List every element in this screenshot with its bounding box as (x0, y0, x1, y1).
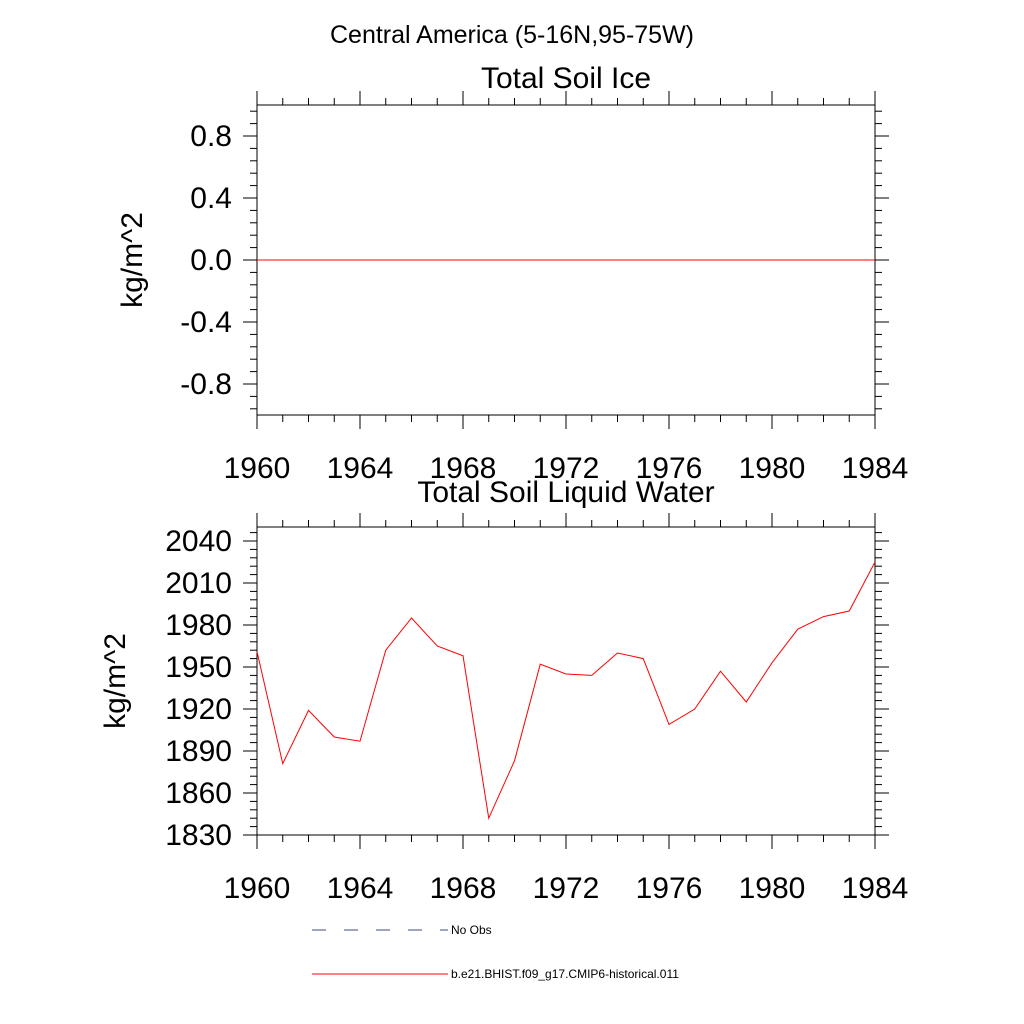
x-tick-label: 1960 (224, 452, 291, 485)
y-tick-label: 1860 (165, 777, 232, 810)
y-tick-label: 0.8 (190, 120, 232, 153)
x-tick-label: 1972 (533, 452, 600, 485)
x-tick-label: 1980 (739, 452, 806, 485)
y-axis-label: kg/m^2 (116, 212, 149, 308)
chart-panel-total-soil-liquid-water: Total Soil Liquid Water kg/m^2 1960 1964 196… (99, 476, 908, 905)
y-tick-label: 1890 (165, 735, 232, 768)
y-tick-label: -0.8 (180, 368, 232, 401)
x-tick-label: 1984 (842, 452, 909, 485)
legend-label-no-obs: No Obs (451, 923, 492, 937)
chart-title: Total Soil Liquid Water (417, 476, 714, 509)
x-tick-label: 1964 (327, 452, 394, 485)
x-tick-label: 1960 (224, 872, 291, 905)
y-tick-label: 0.4 (190, 182, 232, 215)
legend: No Obs b.e21.BHIST.f09_g17.CMIP6-histori… (312, 923, 679, 981)
y-tick-label: 1920 (165, 693, 232, 726)
y-tick-label: 2040 (165, 525, 232, 558)
x-tick-label: 1976 (636, 872, 703, 905)
x-tick-label: 1968 (430, 872, 497, 905)
x-tick-label: 1984 (842, 872, 909, 905)
chart-title: Total Soil Ice (481, 62, 651, 95)
y-tick-label: 1950 (165, 651, 232, 684)
x-tick-label: 1968 (430, 452, 497, 485)
y-tick-label: 1980 (165, 609, 232, 642)
y-tick-label: 2010 (165, 567, 232, 600)
x-tick-label: 1976 (636, 452, 703, 485)
plot-frame (256, 526, 876, 836)
y-axis-label: kg/m^2 (99, 633, 132, 729)
legend-label-model: b.e21.BHIST.f09_g17.CMIP6-historical.011 (451, 967, 679, 981)
y-tick-label: 0.0 (190, 244, 232, 277)
y-tick-label: 1830 (165, 819, 232, 852)
series-line (256, 561, 876, 820)
chart-panel-total-soil-ice: Total Soil Ice kg/m^2 1960 1964 1968 1972 1976… (116, 62, 908, 485)
x-tick-label: 1980 (739, 872, 806, 905)
x-tick-label: 1964 (327, 872, 394, 905)
y-tick-label: -0.4 (180, 306, 232, 339)
x-tick-label: 1972 (533, 872, 600, 905)
page-title: Central America (5-16N,95-75W) (330, 21, 694, 49)
